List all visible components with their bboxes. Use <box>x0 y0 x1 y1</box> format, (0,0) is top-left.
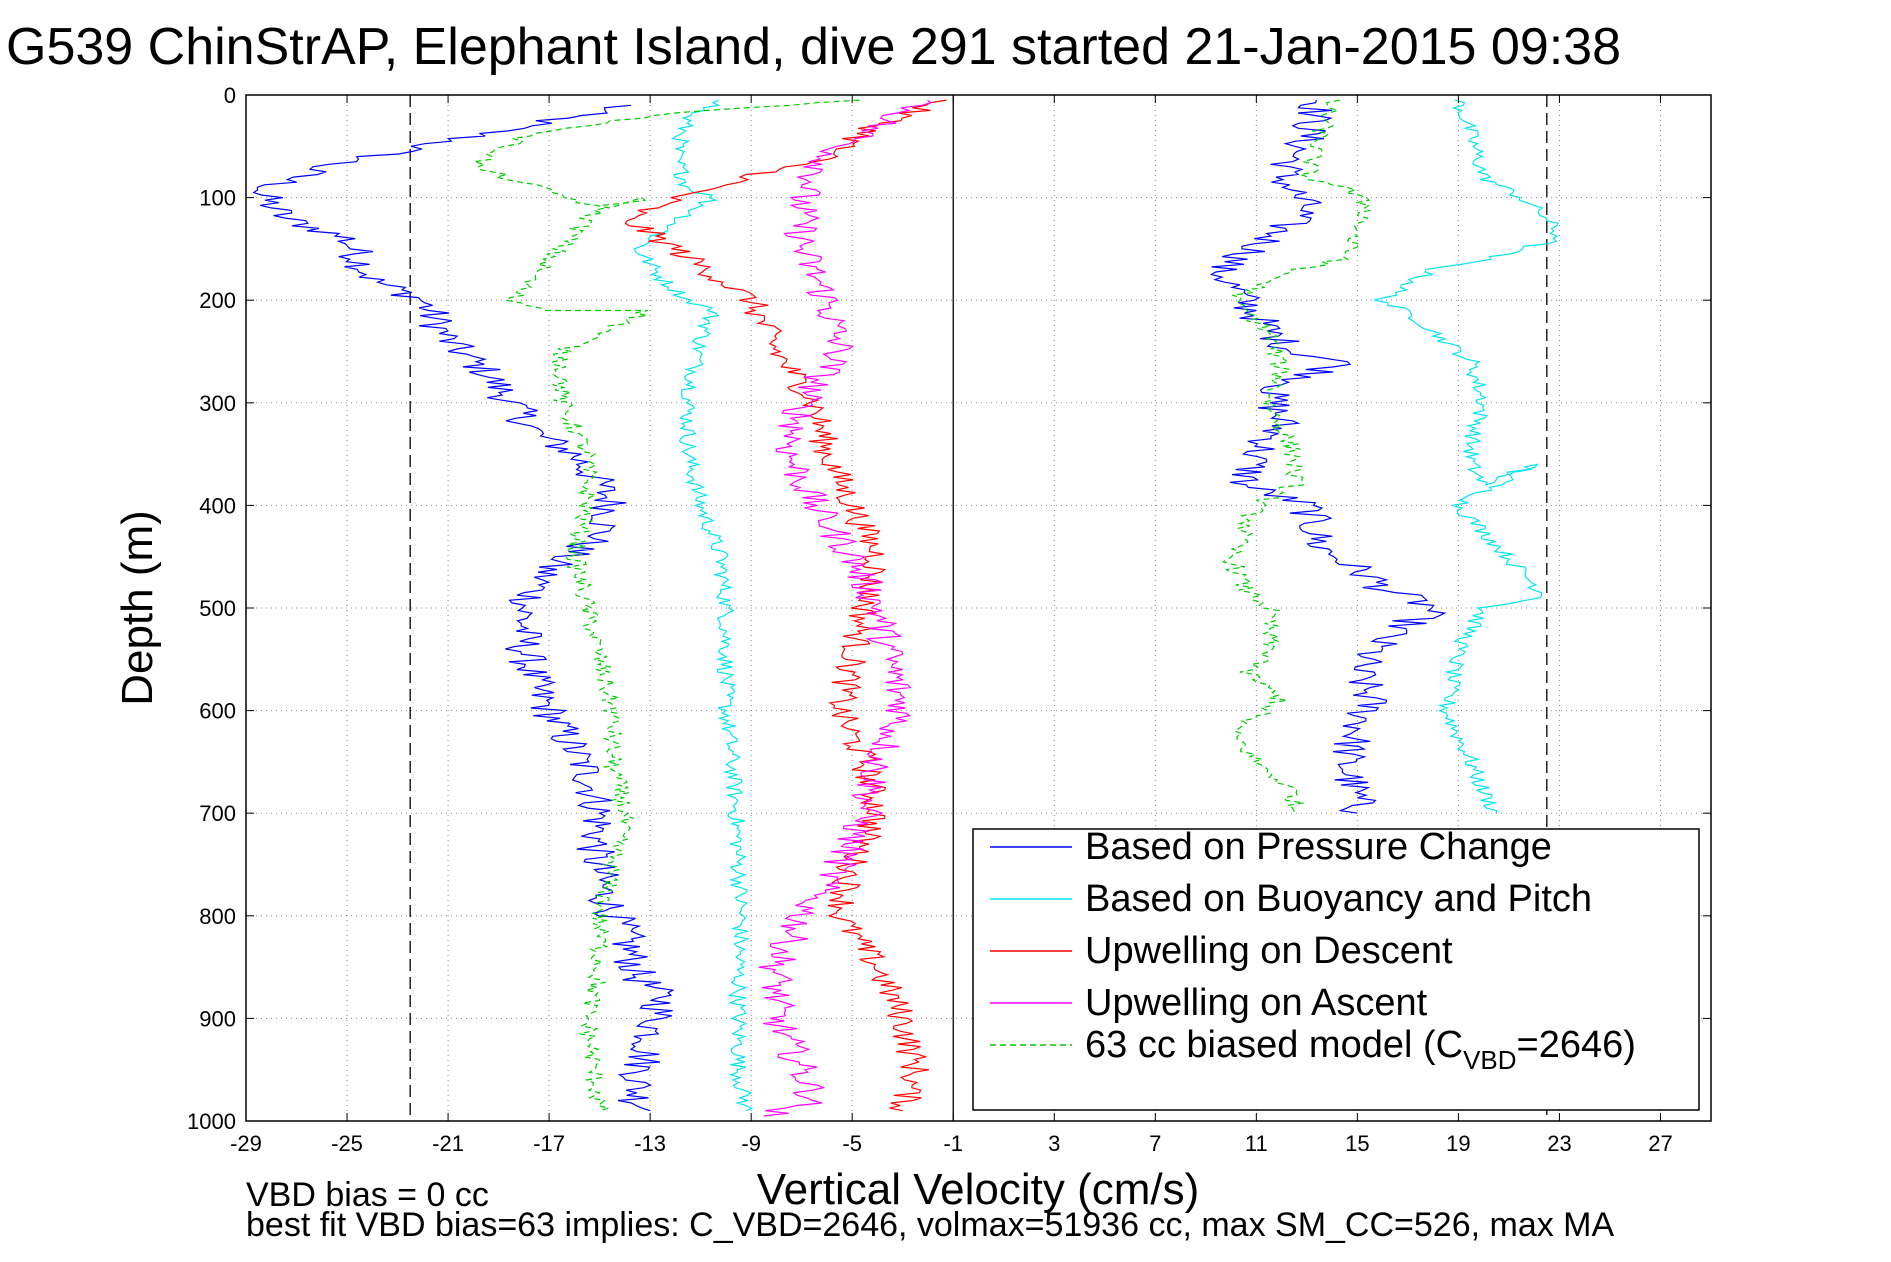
x-tick-label: -29 <box>230 1131 262 1156</box>
legend-label: Based on Buoyancy and Pitch <box>1085 878 1592 920</box>
y-tick-label: 1000 <box>187 1109 236 1134</box>
legend-label: 63 cc biased model (CVBD=2646) <box>1085 1024 1636 1075</box>
x-tick-label: 23 <box>1547 1131 1571 1156</box>
x-tick-label: 3 <box>1048 1131 1060 1156</box>
x-tick-label: -17 <box>533 1131 565 1156</box>
series-line-7 <box>1221 99 1372 814</box>
x-tick-label: 11 <box>1245 1131 1268 1156</box>
x-tick-label: -1 <box>943 1131 963 1156</box>
x-tick-label: -5 <box>842 1131 862 1156</box>
y-tick-label: 100 <box>199 186 236 211</box>
series-line-2 <box>633 99 754 1112</box>
series-line-4 <box>624 99 947 1112</box>
chart-title: G539 ChinStrAP, Elephant Island, dive 29… <box>6 18 1621 76</box>
x-tick-label: 19 <box>1446 1131 1470 1156</box>
y-axis-label: Depth (m) <box>113 510 162 706</box>
legend-label: Based on Pressure Change <box>1085 826 1552 868</box>
legend-label-main: Based on Buoyancy and Pitch <box>1085 878 1592 920</box>
series-line-0 <box>252 104 675 1112</box>
series-line-5 <box>758 99 932 1117</box>
series-line-1 <box>1209 99 1447 814</box>
x-tick-label: 27 <box>1648 1131 1672 1156</box>
legend-label: Upwelling on Ascent <box>1085 982 1428 1024</box>
x-tick-label: -13 <box>634 1131 666 1156</box>
y-tick-label: 900 <box>199 1006 236 1031</box>
x-tick-label: -21 <box>432 1131 464 1156</box>
x-tick-label: -9 <box>741 1131 761 1156</box>
legend-label-suffix: =2646) <box>1517 1024 1636 1066</box>
legend-label-subscript: VBD <box>1463 1045 1516 1075</box>
y-tick-label: 200 <box>199 288 236 313</box>
series-line-6 <box>473 99 860 1112</box>
legend-label-main: 63 cc biased model (C <box>1085 1024 1463 1066</box>
y-tick-label: 800 <box>199 904 236 929</box>
legend-label-main: Upwelling on Descent <box>1085 930 1453 972</box>
legend-label: Upwelling on Descent <box>1085 930 1453 972</box>
x-tick-label: 7 <box>1149 1131 1161 1156</box>
legend: Based on Pressure Change Based on Buoyanc… <box>972 826 1700 1111</box>
ticks: -29 -25 -21 -17 -13 -9 -5 -1 3 7 11 15 19 23 270100200… <box>187 83 1711 1156</box>
footer-best-fit: best fit VBD bias=63 implies: C_VBD=2646… <box>246 1206 1615 1244</box>
y-tick-label: 600 <box>199 699 236 724</box>
legend-label-main: Based on Pressure Change <box>1085 826 1552 868</box>
x-tick-label: -25 <box>331 1131 363 1156</box>
x-axis-label: Vertical Velocity (cm/s) <box>757 1165 1200 1214</box>
series-line-3 <box>1374 99 1560 814</box>
y-tick-label: 0 <box>224 83 236 108</box>
y-tick-label: 700 <box>199 801 236 826</box>
x-tick-label: 15 <box>1345 1131 1369 1156</box>
footer-bias: VBD bias = 0 cc <box>246 1176 489 1214</box>
legend-label-main: Upwelling on Ascent <box>1085 982 1428 1024</box>
y-tick-label: 300 <box>199 391 236 416</box>
series-group <box>252 99 1560 1117</box>
legend-box <box>972 828 1700 1111</box>
y-tick-label: 400 <box>199 493 236 518</box>
y-tick-label: 500 <box>199 596 236 621</box>
